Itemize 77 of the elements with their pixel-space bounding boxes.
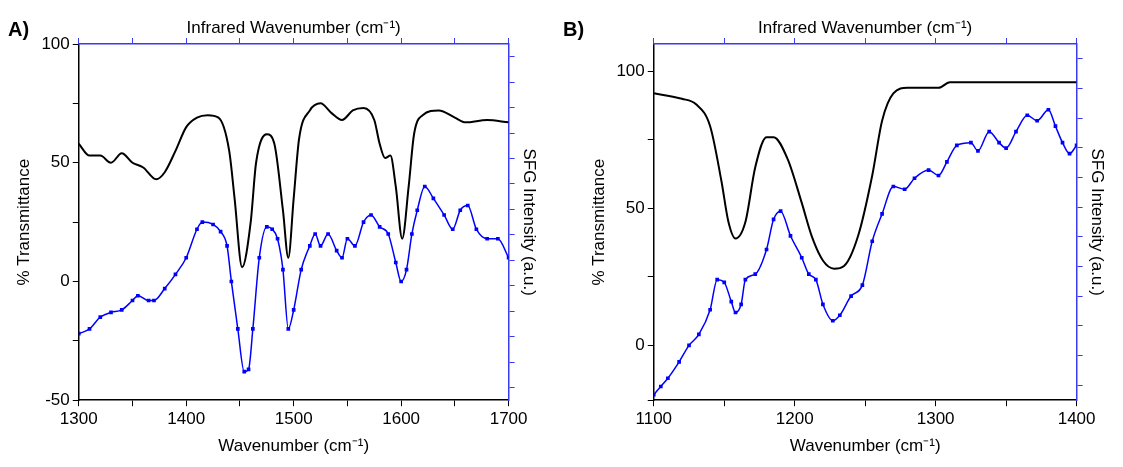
x-tick-label: 1500 (274, 409, 313, 429)
point (987, 129, 992, 134)
point (837, 313, 842, 318)
point (136, 293, 140, 298)
y-axis-title: % Transmittance (588, 158, 608, 286)
point (225, 244, 229, 248)
y-tick-label: -50 (45, 389, 70, 409)
point (264, 225, 269, 229)
point (119, 308, 124, 312)
point (313, 232, 318, 236)
point (235, 327, 240, 331)
x-tick-label: 1100 (635, 409, 673, 429)
x-tick-label: 1300 (59, 409, 98, 429)
point (880, 212, 884, 216)
point (458, 208, 463, 213)
point (369, 213, 373, 217)
y-tick-label: 0 (60, 271, 70, 291)
point (386, 232, 391, 236)
point (739, 302, 743, 307)
x-axis-title: Wavenumber (cm⁻¹) (789, 436, 941, 456)
point (677, 360, 681, 364)
x-tick-label: 1300 (916, 409, 955, 429)
point (1035, 118, 1039, 123)
point (496, 236, 500, 241)
point (976, 149, 980, 153)
point (98, 315, 103, 319)
y-tick-label: 50 (625, 198, 645, 218)
x-axis-title: Wavenumber (cm⁻¹) (218, 436, 370, 456)
point (286, 327, 291, 331)
point (1004, 146, 1008, 150)
point (945, 159, 949, 164)
point (410, 232, 414, 236)
x-tick-label: 1200 (775, 409, 814, 429)
point (307, 244, 312, 248)
text: B) (563, 18, 585, 41)
point (251, 327, 255, 331)
y-tick-label: 0 (635, 335, 645, 355)
y2-axis-title: SFG Intensity (a.u.) (520, 148, 540, 296)
point (1014, 129, 1018, 134)
y-tick-label: 100 (616, 61, 645, 81)
x2-axis-title: Infrared Wavenumber (cm⁻¹) (758, 17, 973, 37)
y2-axis-title: SFG Intensity (a.u.) (1088, 148, 1108, 296)
point (806, 272, 811, 276)
text: A) (8, 18, 30, 41)
point (78, 331, 81, 336)
point (326, 232, 330, 236)
point (849, 294, 853, 298)
point (415, 208, 420, 213)
point (340, 255, 344, 260)
point (799, 255, 804, 260)
y-axis-title: % Transmittance (13, 158, 33, 286)
point (442, 213, 446, 217)
x-tick-label: 1400 (167, 409, 206, 429)
point (753, 272, 758, 276)
x-tick-label: 1700 (489, 409, 528, 429)
point (653, 392, 656, 397)
point (291, 308, 296, 312)
point (870, 239, 875, 244)
x2-axis-title: Infrared Wavenumber (cm⁻¹) (186, 17, 401, 37)
point (109, 310, 113, 315)
point (242, 369, 247, 374)
point (257, 255, 262, 260)
point (450, 227, 455, 232)
point (270, 227, 275, 232)
point (485, 236, 489, 241)
y-tick-label: 50 (50, 152, 70, 172)
point (184, 255, 189, 260)
y-tick-label: 100 (41, 33, 70, 53)
point (195, 227, 199, 232)
point (666, 376, 670, 381)
point (821, 302, 825, 307)
point (353, 244, 357, 248)
x-tick-label: 1600 (382, 409, 421, 429)
x-tick-label: 1400 (1057, 409, 1096, 429)
point (708, 307, 712, 312)
point (830, 318, 835, 323)
point (1025, 113, 1030, 118)
